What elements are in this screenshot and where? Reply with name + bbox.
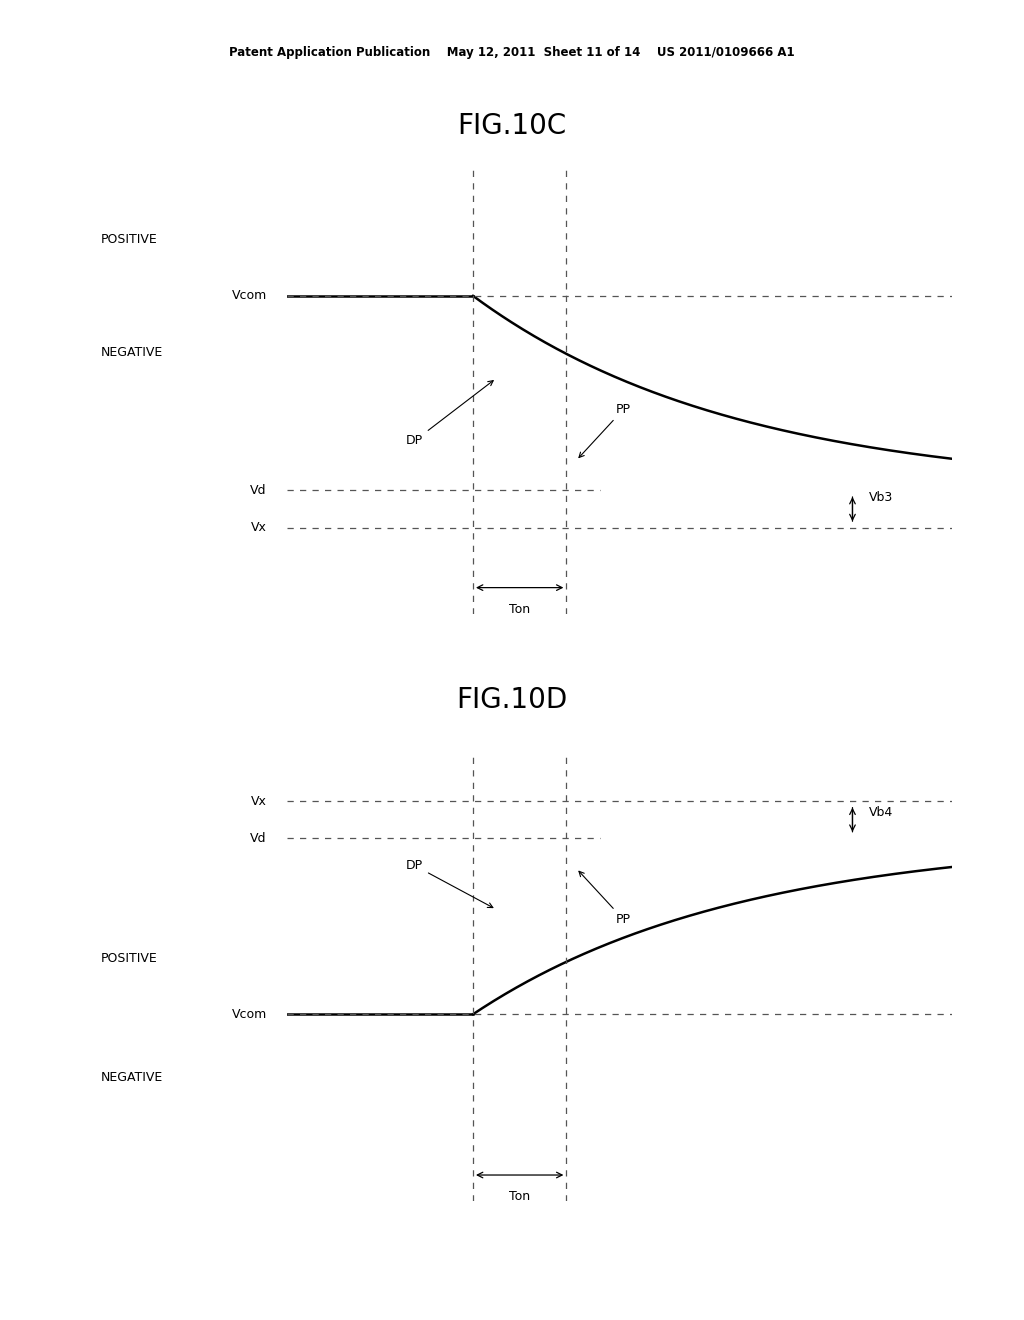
Text: Vcom: Vcom xyxy=(231,289,266,302)
Text: Vcom: Vcom xyxy=(231,1007,266,1020)
Text: Vx: Vx xyxy=(251,521,266,535)
Text: Patent Application Publication    May 12, 2011  Sheet 11 of 14    US 2011/010966: Patent Application Publication May 12, 2… xyxy=(229,46,795,59)
Text: Vb4: Vb4 xyxy=(869,805,893,818)
Text: FIG.10C: FIG.10C xyxy=(458,112,566,140)
Text: Ton: Ton xyxy=(509,1191,530,1203)
Text: POSITIVE: POSITIVE xyxy=(100,952,157,965)
Text: PP: PP xyxy=(579,403,631,458)
Text: Vx: Vx xyxy=(251,795,266,808)
Text: NEGATIVE: NEGATIVE xyxy=(100,346,163,359)
Text: DP: DP xyxy=(407,859,493,908)
Text: Ton: Ton xyxy=(509,602,530,615)
Text: DP: DP xyxy=(407,380,494,447)
Text: NEGATIVE: NEGATIVE xyxy=(100,1072,163,1084)
Text: POSITIVE: POSITIVE xyxy=(100,234,157,247)
Text: PP: PP xyxy=(579,871,631,927)
Text: Vb3: Vb3 xyxy=(869,491,893,504)
Text: FIG.10D: FIG.10D xyxy=(457,686,567,714)
Text: Vd: Vd xyxy=(250,484,266,496)
Text: Vd: Vd xyxy=(250,832,266,845)
